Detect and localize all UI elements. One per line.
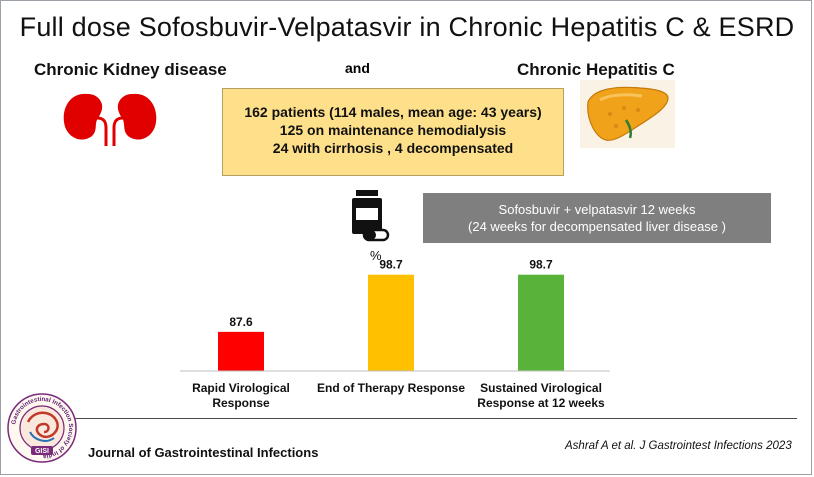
citation: Ashraf A et al. J Gastrointest Infection…	[565, 440, 792, 452]
category-label: End of Therapy Response	[317, 381, 465, 395]
regimen-line: Sofosbuvir + velpatasvir 12 weeks	[498, 202, 696, 217]
pill-bottle-icon	[352, 190, 390, 242]
regimen-box: Sofosbuvir + velpatasvir 12 weeks (24 we…	[423, 193, 771, 243]
cirrhosis-line: 24 with cirrhosis , 4 decompensated	[272, 140, 514, 156]
category-label: Rapid Virological	[192, 381, 290, 395]
bar	[218, 331, 264, 371]
ckd-header: Chronic Kidney disease	[34, 60, 227, 79]
patient-summary-box: 162 patients (114 males, mean age: 43 ye…	[222, 88, 564, 176]
bar-value-label: 98.7	[529, 260, 553, 272]
bar	[518, 274, 564, 371]
logo-center-text: GISI	[35, 448, 49, 455]
gisi-logo: Gastrointestinal Infection Society of In…	[7, 393, 77, 463]
regimen-note-line: (24 weeks for decompensated liver diseas…	[468, 219, 726, 234]
hemodialysis-line: 125 on maintenance hemodialysis	[279, 122, 507, 138]
journal-name: Journal of Gastrointestinal Infections	[88, 445, 319, 460]
liver-icon	[580, 80, 675, 148]
category-label: Response	[212, 396, 270, 410]
bar-value-label: 98.7	[379, 260, 403, 272]
bar-value-label: 87.6	[229, 315, 253, 329]
patient-count-line: 162 patients (114 males, mean age: 43 ye…	[244, 104, 542, 120]
slide-title: Full dose Sofosbuvir-Velpatasvir in Chro…	[19, 12, 795, 42]
category-label: Response at 12 weeks	[477, 396, 605, 410]
chc-header: Chronic Hepatitis C	[517, 60, 675, 79]
and-connector: and	[345, 60, 370, 76]
bar	[368, 274, 414, 371]
footer-rule	[75, 418, 797, 419]
category-label: Sustained Virological	[480, 381, 602, 395]
kidneys-icon	[63, 93, 157, 146]
unit-label: %	[370, 248, 382, 263]
